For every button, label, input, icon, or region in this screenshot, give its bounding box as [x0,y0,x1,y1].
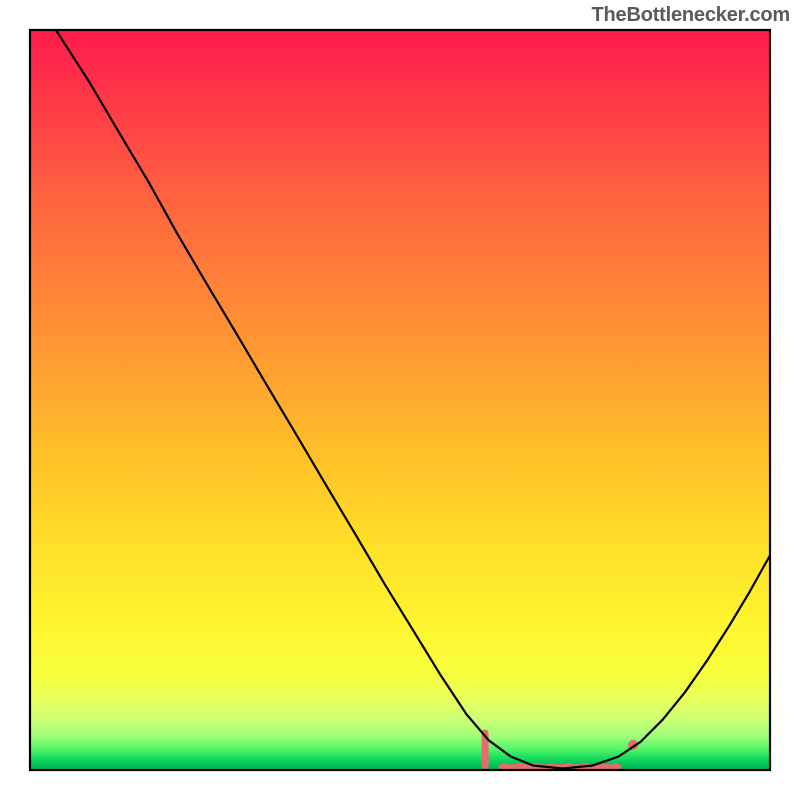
chart-root: TheBottlenecker.com [0,0,800,800]
bottleneck-chart-svg [0,0,800,800]
plot-gradient-background [30,30,770,770]
attribution-label: TheBottlenecker.com [592,4,791,27]
plot-area [30,30,770,773]
